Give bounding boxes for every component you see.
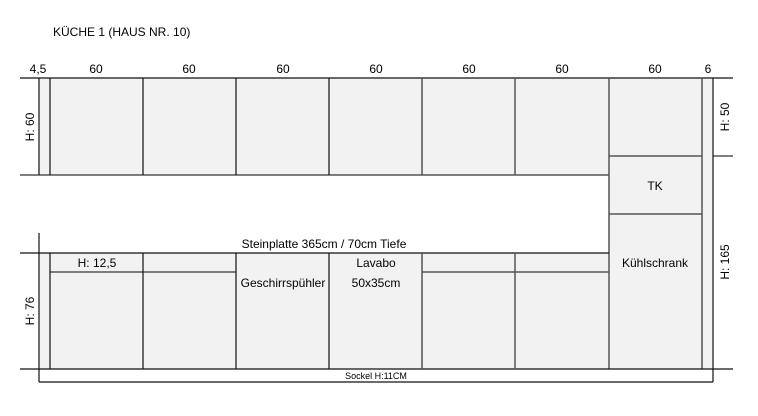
width-label: 60 xyxy=(369,62,383,76)
drawing-title: KÜCHE 1 (HAUS NR. 10) xyxy=(53,25,190,39)
drawer-height-label: H: 12,5 xyxy=(78,256,117,270)
lower-cabinets xyxy=(39,253,609,369)
height-label-upper-right: H: 50 xyxy=(718,102,732,131)
lower-dividers xyxy=(49,253,516,369)
upper-cabinets xyxy=(39,78,609,175)
countertop-label: Steinplatte 365cm / 70cm Tiefe xyxy=(242,237,407,251)
width-label: 6 xyxy=(705,62,712,76)
height-label-lower-left: H: 76 xyxy=(23,296,37,325)
upper-dividers xyxy=(38,78,714,382)
width-labels: 4,5 60 60 60 60 60 60 60 6 xyxy=(30,62,712,76)
width-label: 60 xyxy=(276,62,290,76)
width-label: 60 xyxy=(648,62,662,76)
plinth-label: Sockel H:11CM xyxy=(345,371,407,381)
sink-size-label: 50x35cm xyxy=(352,276,401,290)
width-label: 60 xyxy=(555,62,569,76)
width-label: 60 xyxy=(182,62,196,76)
freezer-label: TK xyxy=(647,179,662,193)
fridge-label: Kühlschrank xyxy=(622,256,689,270)
tall-cabinet xyxy=(609,78,713,369)
sink-title-label: Lavabo xyxy=(356,256,396,270)
width-label: 60 xyxy=(462,62,476,76)
height-label-lower-right: H: 165 xyxy=(718,244,732,280)
width-label: 4,5 xyxy=(30,62,47,76)
width-label: 60 xyxy=(89,62,103,76)
dishwasher-label: Geschirrspühler xyxy=(241,276,326,290)
height-label-upper-left: H: 60 xyxy=(23,112,37,141)
